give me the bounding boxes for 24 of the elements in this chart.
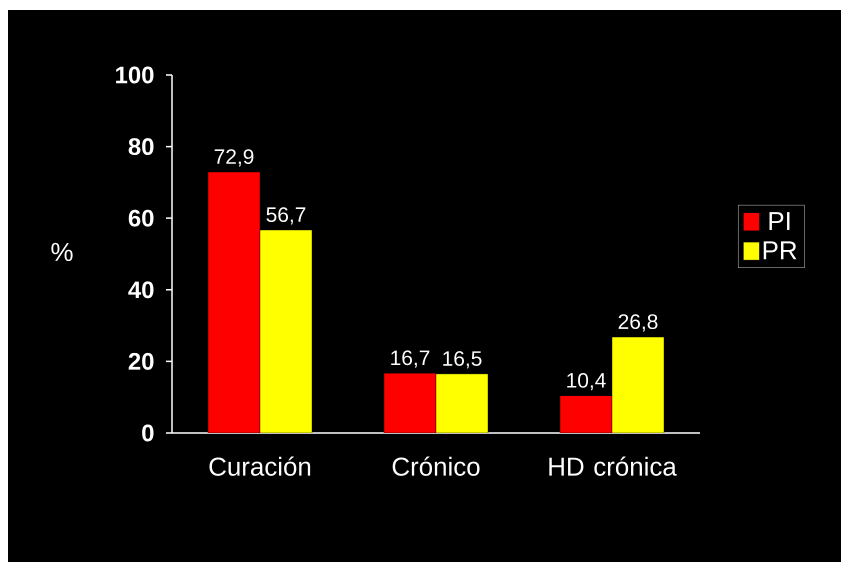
data-label: 16,5 [443,351,482,368]
data-label: 16,7 [391,350,430,368]
y-axis-title: % [51,242,73,262]
x-tick-label: HD crónica [549,456,677,476]
bar [208,172,260,433]
bar [560,396,612,433]
bar [436,374,488,433]
data-label: 10,4 [567,372,606,390]
bar [384,373,436,433]
y-tick-label: 20 [128,352,154,370]
bar [260,230,312,433]
y-tick-label: 0 [142,424,154,442]
y-tick-label: 60 [128,210,154,227]
x-tick-label: Crónico [392,456,480,476]
y-tick-label: 100 [116,66,154,84]
bar [612,336,664,433]
x-tick-label: Curación [209,456,310,476]
legend-label: PR [764,241,796,260]
data-label: 72,9 [214,149,254,166]
data-label: 26,8 [618,314,658,332]
data-label: 56,7 [266,207,306,224]
y-tick-label: 40 [128,281,154,298]
legend-label: PI [769,212,790,230]
y-tick-label: 80 [128,138,154,156]
